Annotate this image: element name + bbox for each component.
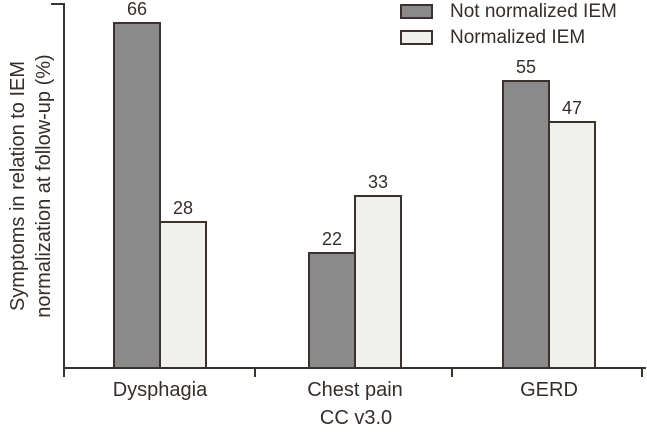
bar xyxy=(159,221,207,367)
bar-value-label: 66 xyxy=(126,0,148,19)
x-axis-title: CC v3.0 xyxy=(319,407,393,429)
bar xyxy=(502,80,550,367)
x-axis-tick xyxy=(254,367,256,377)
legend-row: Normalized IEM xyxy=(400,27,617,48)
y-axis-label-line-2: normalization at follow-up (%) xyxy=(33,54,55,318)
bar xyxy=(308,252,356,367)
legend-swatch-not-normalized xyxy=(400,4,433,19)
bar-value-label: 28 xyxy=(172,198,194,218)
bar xyxy=(354,195,402,367)
plot-area: 66 28 22 33 55 47 xyxy=(63,0,646,369)
bar-group: 22 33 xyxy=(308,173,402,367)
legend-swatch-normalized xyxy=(400,30,433,45)
y-axis-label-line-1: Symptoms in relation to IEM xyxy=(7,60,29,312)
x-axis-tick xyxy=(641,367,643,377)
bar xyxy=(548,121,596,367)
bar-column: 47 xyxy=(548,99,596,367)
bar-column: 33 xyxy=(354,173,402,367)
bar-column: 28 xyxy=(159,199,207,367)
legend-label: Not normalized IEM xyxy=(450,1,617,22)
bar-column: 66 xyxy=(113,0,161,367)
category-label: Chest pain xyxy=(307,379,403,401)
category-label: Dysphagia xyxy=(112,379,208,401)
y-axis-label: Symptoms in relation to IEM normalizatio… xyxy=(5,54,57,317)
bar xyxy=(113,22,161,367)
bar-group: 55 47 xyxy=(502,58,596,367)
bar-value-label: 22 xyxy=(321,229,343,249)
bar-group: 66 28 xyxy=(113,0,207,367)
bar-value-label: 47 xyxy=(561,98,583,118)
bar-column: 55 xyxy=(502,58,550,367)
bar-value-label: 55 xyxy=(515,57,537,77)
y-axis-top-tick xyxy=(51,3,65,5)
x-axis-tick xyxy=(63,367,65,377)
category-label: GERD xyxy=(520,379,578,401)
x-axis-tick xyxy=(451,367,453,377)
bar-value-label: 33 xyxy=(367,172,389,192)
legend-label: Normalized IEM xyxy=(450,27,586,48)
legend: Not normalized IEM Normalized IEM xyxy=(400,1,617,53)
bar-column: 22 xyxy=(308,230,356,367)
legend-row: Not normalized IEM xyxy=(400,1,617,22)
